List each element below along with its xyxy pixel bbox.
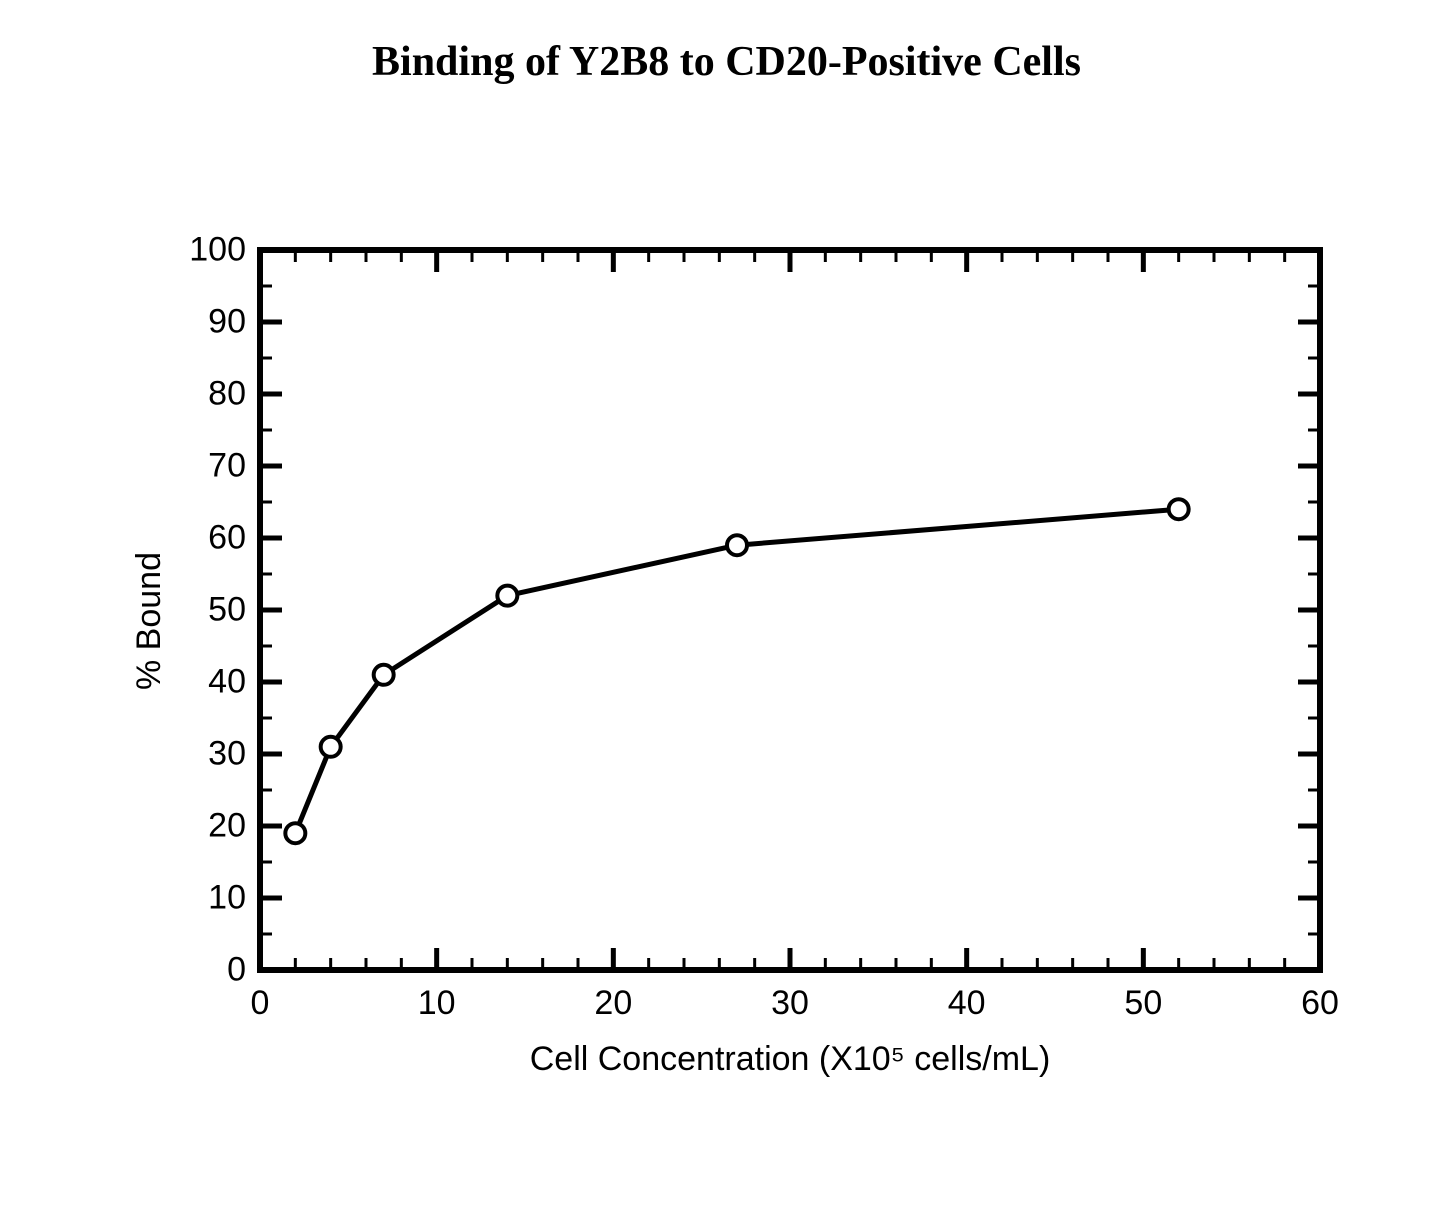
tick-label: 70 xyxy=(208,447,246,486)
tick-label: 0 xyxy=(227,951,246,990)
tick-label: 30 xyxy=(208,735,246,774)
tick-label: 80 xyxy=(208,375,246,414)
page: Binding of Y2B8 to CD20-Positive Cells %… xyxy=(0,0,1453,1208)
tick-label: 40 xyxy=(948,984,986,1023)
tick-label: 0 xyxy=(251,984,270,1023)
tick-label: 60 xyxy=(1301,984,1339,1023)
tick-label: 50 xyxy=(1124,984,1162,1023)
tick-label: 100 xyxy=(189,231,246,270)
tick-label: 20 xyxy=(208,807,246,846)
tick-label: 40 xyxy=(208,663,246,702)
tick-label: 10 xyxy=(418,984,456,1023)
tick-label: 60 xyxy=(208,519,246,558)
tick-label: 20 xyxy=(594,984,632,1023)
tick-label: 10 xyxy=(208,879,246,918)
tick-label: 30 xyxy=(771,984,809,1023)
tick-label: 50 xyxy=(208,591,246,630)
tick-label: 90 xyxy=(208,303,246,342)
